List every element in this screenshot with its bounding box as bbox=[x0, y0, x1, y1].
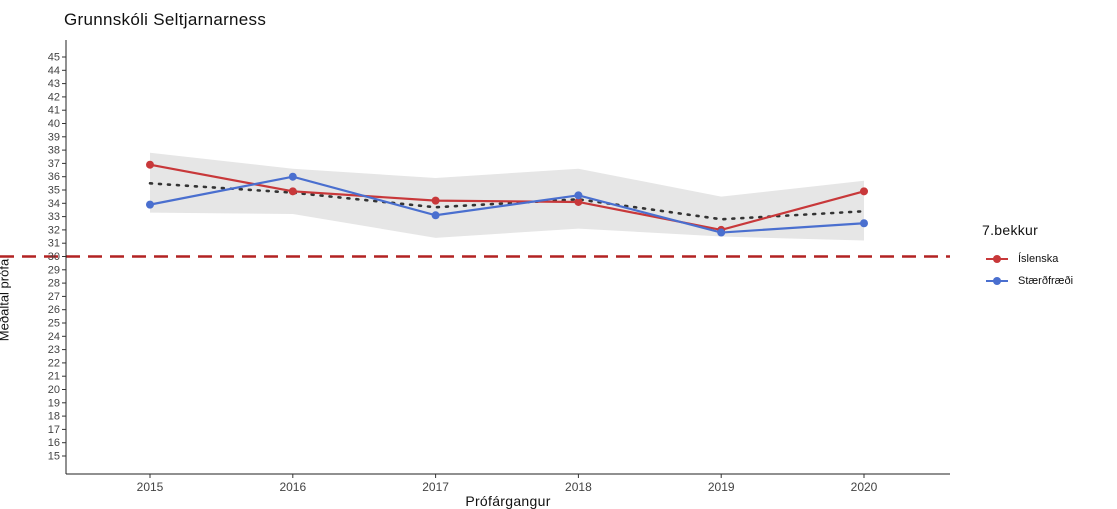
data-point bbox=[146, 161, 154, 169]
y-tick-label: 30 bbox=[48, 251, 60, 263]
legend-label: Íslenska bbox=[1018, 253, 1058, 265]
confidence-band bbox=[150, 153, 864, 241]
y-tick-label: 43 bbox=[48, 78, 60, 90]
x-tick-label: 2020 bbox=[851, 480, 878, 494]
legend-key-islenska bbox=[982, 253, 1012, 265]
y-tick-label: 23 bbox=[48, 344, 60, 356]
y-tick-label: 29 bbox=[48, 264, 60, 276]
y-tick-label: 35 bbox=[48, 185, 60, 197]
x-tick-label: 2016 bbox=[279, 480, 306, 494]
y-tick-label: 15 bbox=[48, 451, 60, 463]
y-tick-label: 18 bbox=[48, 411, 60, 423]
y-tick-label: 41 bbox=[48, 105, 60, 117]
data-point bbox=[289, 187, 297, 195]
y-tick-label: 26 bbox=[48, 304, 60, 316]
data-point bbox=[860, 187, 868, 195]
x-tick-label: 2017 bbox=[422, 480, 449, 494]
legend-point bbox=[993, 255, 1001, 263]
data-point bbox=[860, 219, 868, 227]
data-point bbox=[432, 197, 440, 205]
x-tick-label: 2018 bbox=[565, 480, 592, 494]
y-tick-label: 24 bbox=[48, 331, 60, 343]
x-axis-label: Prófárgangur bbox=[465, 493, 550, 509]
y-tick-label: 21 bbox=[48, 371, 60, 383]
x-tick-label: 2015 bbox=[137, 480, 164, 494]
legend-item-islenska: Íslenska bbox=[982, 248, 1073, 270]
y-tick-label: 27 bbox=[48, 291, 60, 303]
legend-label: Stærðfræði bbox=[1018, 275, 1073, 287]
y-tick-label: 28 bbox=[48, 278, 60, 290]
y-tick-label: 22 bbox=[48, 357, 60, 369]
y-tick-label: 34 bbox=[48, 198, 60, 210]
y-tick-label: 20 bbox=[48, 384, 60, 396]
y-tick-label: 40 bbox=[48, 118, 60, 130]
data-point bbox=[574, 191, 582, 199]
data-point bbox=[432, 211, 440, 219]
y-tick-label: 36 bbox=[48, 171, 60, 183]
y-tick-label: 38 bbox=[48, 145, 60, 157]
legend-item-staerdfraedi: Stærðfræði bbox=[982, 270, 1073, 292]
legend-title: 7.bekkur bbox=[982, 222, 1073, 238]
y-tick-label: 19 bbox=[48, 397, 60, 409]
y-tick-label: 42 bbox=[48, 91, 60, 103]
legend: 7.bekkur Íslenska Stærðfræði bbox=[982, 222, 1073, 292]
legend-key-staerdfraedi bbox=[982, 275, 1012, 287]
y-tick-label: 44 bbox=[48, 65, 60, 77]
y-tick-label: 32 bbox=[48, 224, 60, 236]
y-tick-label: 16 bbox=[48, 437, 60, 449]
y-tick-label: 45 bbox=[48, 52, 60, 64]
y-tick-label: 31 bbox=[48, 238, 60, 250]
legend-point bbox=[993, 277, 1001, 285]
data-point bbox=[717, 229, 725, 237]
y-tick-label: 17 bbox=[48, 424, 60, 436]
y-tick-label: 39 bbox=[48, 131, 60, 143]
x-tick-label: 2019 bbox=[708, 480, 735, 494]
data-point bbox=[146, 201, 154, 209]
data-point bbox=[289, 173, 297, 181]
y-tick-label: 37 bbox=[48, 158, 60, 170]
y-tick-label: 33 bbox=[48, 211, 60, 223]
y-tick-label: 25 bbox=[48, 318, 60, 330]
